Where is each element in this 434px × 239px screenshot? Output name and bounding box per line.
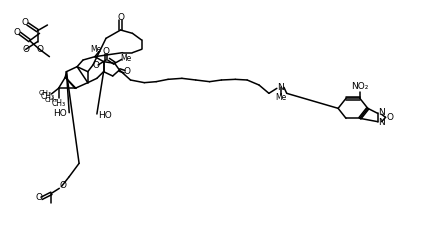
Text: O: O [21, 18, 28, 27]
Text: O: O [35, 193, 42, 202]
Text: O: O [385, 113, 392, 122]
Text: HO: HO [98, 110, 112, 120]
Text: CH₃: CH₃ [45, 97, 58, 103]
Text: O: O [117, 13, 124, 22]
Text: Me: Me [90, 45, 101, 54]
Text: NO₂: NO₂ [350, 82, 368, 91]
Text: N: N [378, 118, 384, 127]
Text: HO: HO [53, 109, 66, 118]
Text: O: O [22, 45, 29, 54]
Text: O: O [13, 28, 20, 37]
Text: O: O [36, 45, 43, 54]
Text: N: N [378, 108, 384, 117]
Text: O: O [102, 47, 109, 56]
Text: Me: Me [120, 54, 131, 63]
Text: Me: Me [275, 93, 286, 102]
Text: CH₃: CH₃ [40, 92, 54, 101]
Text: N: N [277, 83, 283, 92]
Text: O: O [124, 67, 131, 76]
Text: CH₃: CH₃ [38, 90, 51, 96]
Text: O: O [92, 60, 99, 70]
Text: O: O [59, 181, 67, 190]
Text: CH₃: CH₃ [51, 99, 66, 108]
